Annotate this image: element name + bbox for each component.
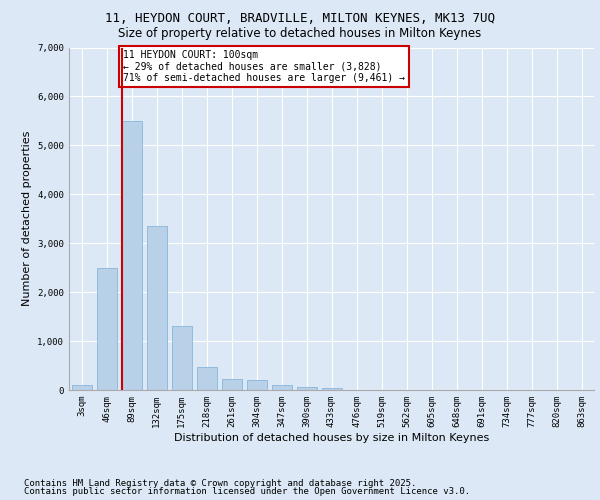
X-axis label: Distribution of detached houses by size in Milton Keynes: Distribution of detached houses by size … xyxy=(174,432,489,442)
Bar xyxy=(97,268,116,390)
Text: Contains public sector information licensed under the Open Government Licence v3: Contains public sector information licen… xyxy=(24,487,470,496)
Bar xyxy=(296,387,317,390)
Y-axis label: Number of detached properties: Number of detached properties xyxy=(22,131,32,306)
Bar xyxy=(71,385,91,390)
Bar xyxy=(322,388,341,390)
Text: 11 HEYDON COURT: 100sqm
← 29% of detached houses are smaller (3,828)
71% of semi: 11 HEYDON COURT: 100sqm ← 29% of detache… xyxy=(123,50,405,83)
Text: 11, HEYDON COURT, BRADVILLE, MILTON KEYNES, MK13 7UQ: 11, HEYDON COURT, BRADVILLE, MILTON KEYN… xyxy=(105,12,495,26)
Bar xyxy=(247,380,266,390)
Text: Contains HM Land Registry data © Crown copyright and database right 2025.: Contains HM Land Registry data © Crown c… xyxy=(24,478,416,488)
Bar xyxy=(146,226,167,390)
Bar xyxy=(221,379,241,390)
Bar xyxy=(197,366,217,390)
Text: Size of property relative to detached houses in Milton Keynes: Size of property relative to detached ho… xyxy=(118,28,482,40)
Bar xyxy=(172,326,191,390)
Bar xyxy=(271,385,292,390)
Bar xyxy=(121,121,142,390)
